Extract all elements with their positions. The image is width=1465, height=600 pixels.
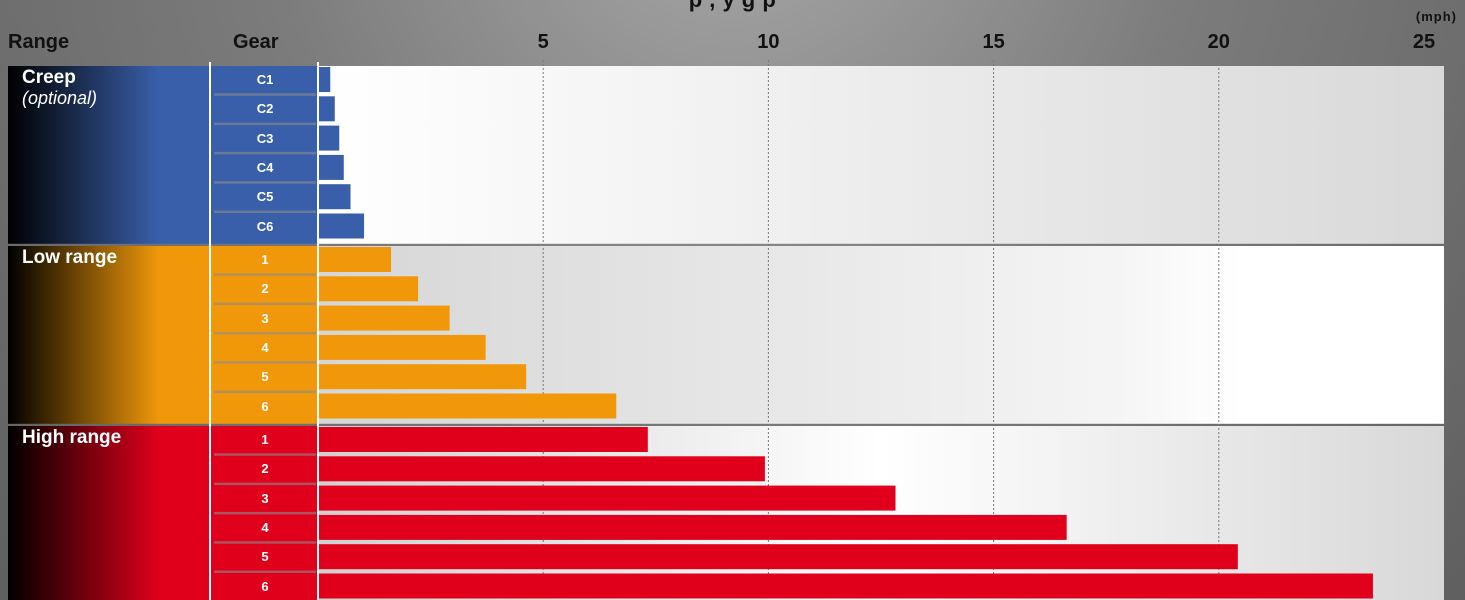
gear-label: 4	[261, 519, 269, 535]
range-column-header: Range	[8, 31, 70, 53]
gear-column-1	[210, 246, 318, 424]
gear-label: C1	[256, 72, 274, 87]
gear-divider	[214, 570, 316, 573]
gear-divider	[214, 541, 316, 544]
gear-label: 5	[261, 369, 269, 385]
bar-0-4	[319, 184, 351, 210]
gear-divider	[214, 151, 316, 155]
gear-label: 3	[261, 490, 269, 506]
gear-label: C2	[256, 101, 274, 117]
chart-title-fragment: p , y g p	[0, 0, 1465, 11]
x-tick-label: 20	[1207, 31, 1230, 53]
bar-1-1	[319, 276, 419, 302]
plot-panel-0	[318, 66, 1444, 244]
bar-1-2	[319, 305, 450, 331]
gear-divider	[214, 181, 316, 184]
bar-1-0	[319, 247, 392, 272]
gear-divider	[214, 361, 316, 364]
plot-panel-2	[318, 426, 1444, 600]
bar-2-2	[319, 485, 896, 511]
gear-divider	[214, 273, 316, 276]
gear-label: 6	[261, 578, 269, 594]
gear-column-header: Gear	[233, 31, 279, 53]
gear-label: C6	[256, 218, 274, 234]
gear-label: 5	[261, 549, 269, 565]
bar-0-5	[319, 213, 365, 239]
gear-label: C3	[256, 130, 274, 146]
gear-divider	[214, 511, 316, 515]
range-label: Low range	[22, 247, 118, 268]
gear-divider	[214, 453, 316, 456]
bar-0-0	[319, 67, 331, 92]
gear-label: 1	[261, 432, 269, 447]
bar-0-1	[319, 96, 335, 122]
range-subtitle: (optional)	[22, 88, 98, 108]
gear-label: C4	[256, 159, 274, 175]
gear-label: 1	[261, 252, 269, 267]
bar-2-0	[319, 427, 648, 452]
gear-label: 2	[261, 461, 269, 477]
x-tick-label: 15	[982, 31, 1005, 53]
bar-0-3	[319, 154, 344, 180]
range-label: Creep	[22, 67, 76, 88]
gear-label: 3	[261, 310, 269, 326]
gear-label: 4	[261, 339, 269, 355]
gear-divider	[214, 482, 316, 486]
range-label: High range	[22, 427, 122, 448]
x-tick-label: 25	[1412, 31, 1436, 53]
bar-2-4	[319, 544, 1238, 570]
gear-divider	[214, 210, 316, 213]
bar-2-5	[319, 573, 1373, 599]
gear-divider	[214, 122, 316, 126]
gear-label: 2	[261, 281, 269, 297]
bar-1-3	[319, 334, 486, 360]
x-tick-label: 10	[757, 31, 780, 53]
x-tick-label: 5	[537, 31, 549, 53]
gear-column-0	[210, 66, 318, 244]
bar-1-5	[319, 393, 617, 419]
gear-divider	[214, 390, 316, 393]
bar-1-4	[319, 364, 527, 390]
range-band-1	[8, 246, 210, 424]
bar-2-1	[319, 456, 765, 482]
bar-2-3	[319, 514, 1067, 540]
gear-divider	[214, 302, 316, 306]
range-band-0	[8, 66, 210, 244]
gear-divider	[214, 93, 316, 96]
bar-0-2	[319, 125, 340, 151]
gear-label: 6	[261, 398, 269, 414]
range-band-2	[8, 426, 210, 600]
gear-divider	[214, 331, 316, 335]
gear-label: C5	[256, 189, 274, 205]
unit-label: (mph)	[1415, 9, 1457, 24]
